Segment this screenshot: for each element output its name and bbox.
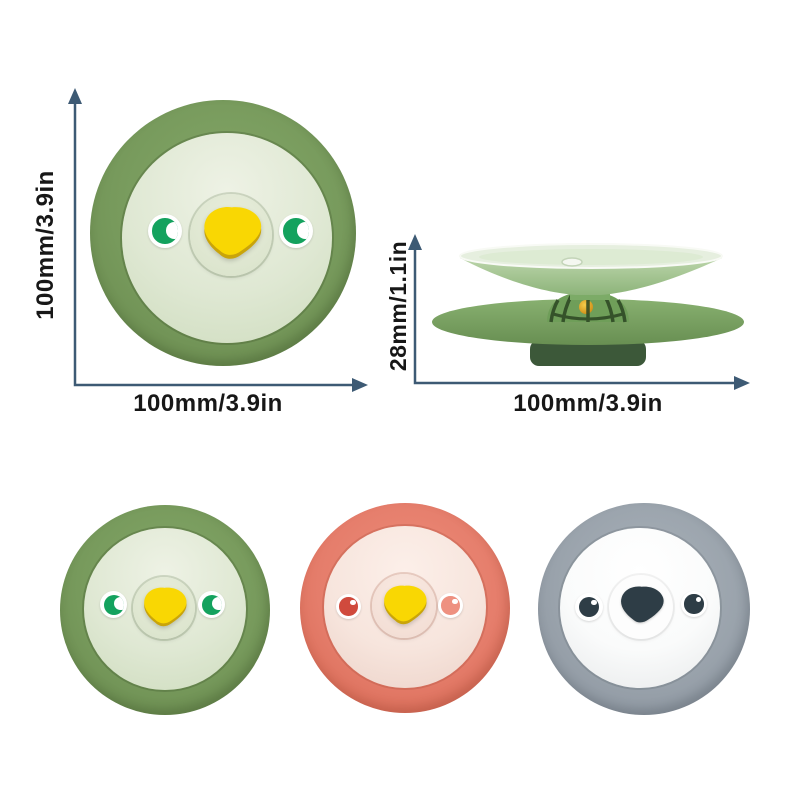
side-view-dimension-line — [413, 246, 737, 385]
left-eye-icon — [336, 594, 361, 619]
top-view-height-label: 100mm/3.9in — [32, 170, 59, 320]
variant-gray-koala — [538, 503, 750, 715]
arrow-up-icon — [408, 234, 422, 250]
beak-icon — [204, 207, 262, 259]
side-view-width-label: 100mm/3.9in — [513, 390, 663, 417]
dish-center-hole — [561, 257, 583, 267]
koala-face — [560, 528, 720, 688]
arrow-up-icon — [68, 88, 82, 104]
variant-green-bird — [60, 505, 270, 715]
float-ball-icon — [579, 300, 593, 314]
nose-icon — [621, 586, 664, 623]
right-eye-icon — [279, 214, 313, 248]
bird-face — [324, 526, 486, 688]
dish-top-shade — [479, 249, 703, 265]
side-view-height-label: 28mm/1.1in — [385, 240, 411, 372]
left-eye-icon — [575, 593, 603, 621]
arrow-right-icon — [734, 376, 750, 390]
product-side-view-green — [432, 243, 744, 366]
left-eye-icon — [100, 591, 127, 618]
product-top-view-green — [90, 100, 356, 366]
top-view-dimension-line — [73, 100, 355, 387]
beak-icon — [384, 585, 427, 625]
beak-icon — [144, 587, 187, 627]
right-eye-icon — [681, 591, 707, 617]
right-eye-icon — [438, 593, 463, 618]
top-view-width-label: 100mm/3.9in — [133, 390, 283, 417]
bird-face — [122, 133, 332, 343]
arrow-right-icon — [352, 378, 368, 392]
right-eye-icon — [198, 591, 225, 618]
drain-plug — [530, 340, 646, 366]
left-eye-icon — [148, 214, 182, 248]
variant-pink-bird — [300, 503, 510, 713]
bird-face — [84, 528, 246, 690]
